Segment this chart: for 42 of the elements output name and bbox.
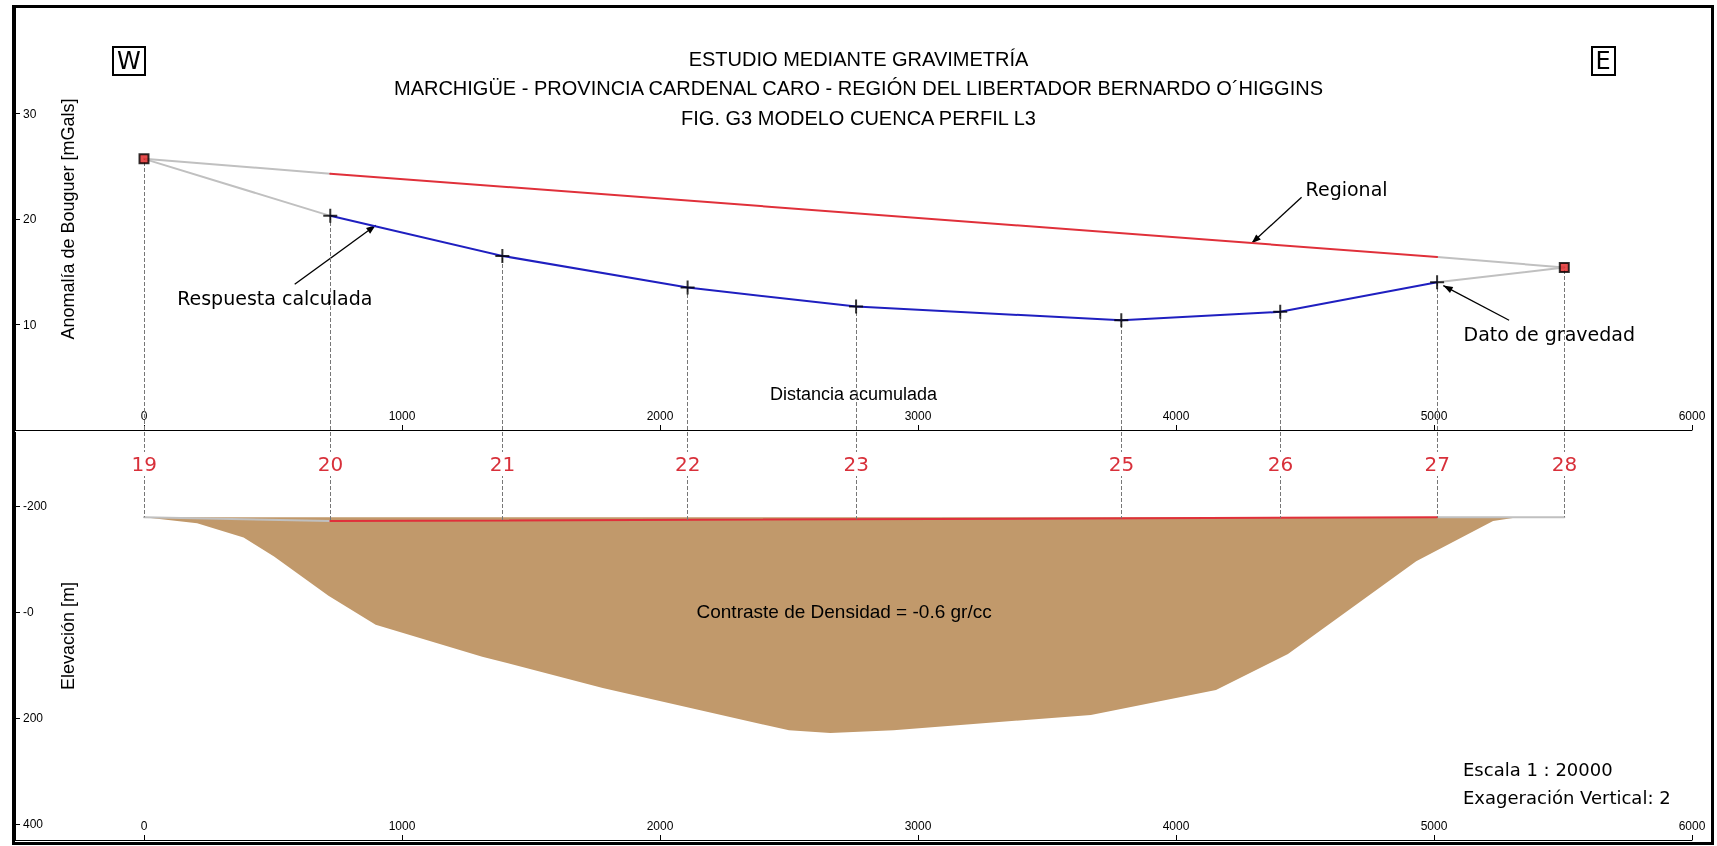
annotation: Escala 1 : 20000 [1463, 759, 1613, 781]
y-axis-title: Anomalía de Bouguer [mGals] [58, 98, 78, 340]
x-tick-label: 1000 [388, 409, 416, 423]
x-tick-label: 2000 [646, 819, 674, 833]
annotation: 19 [130, 451, 158, 476]
text: MARCHIGÜE - PROVINCIA CARDENAL CARO - REGIÓN DEL LIBERTADOR BERNARDO O´HIGGINS FIG. G3 MODELO CUENCA PERFIL L3 [393, 77, 1324, 129]
x-tick-label: 6000 [1678, 409, 1706, 423]
y-axis-title: Elevación [m] [58, 581, 78, 691]
x-tick-label: 3000 [904, 409, 932, 423]
annotation: E [1590, 46, 1616, 77]
x-tick-label: 5000 [1420, 409, 1448, 423]
y-tick-label: 400 [23, 817, 44, 832]
annotation: Regional [1305, 177, 1388, 201]
x-tick-label: 1000 [388, 819, 416, 833]
annotation: 28 [1550, 451, 1579, 476]
annotation: 23 [842, 451, 871, 476]
y-tick-label: 30 [23, 106, 37, 121]
annotation: Dato de gravedad [1463, 322, 1635, 346]
annotation: Exageración Vertical: 2 [1463, 787, 1671, 809]
annotation: 20 [316, 451, 345, 476]
x-tick-label: 2000 [646, 409, 674, 423]
y-tick-label: 200 [23, 711, 44, 726]
annotation: 22 [674, 451, 702, 476]
annotation: Respuesta calculada [177, 286, 373, 310]
annotation: 27 [1423, 451, 1452, 476]
y-tick-label: 10 [23, 317, 37, 332]
annotation: Contraste de Densidad = -0.6 gr/cc [696, 600, 992, 624]
y-tick-label: -200 [23, 499, 48, 514]
x-tick-label: 3000 [904, 819, 932, 833]
x-tick-label: 4000 [1162, 409, 1190, 423]
text: ESTUDIO MEDIANTE GRAVIMETRÍA [688, 48, 1029, 70]
x-tick-label: 5000 [1420, 819, 1448, 833]
x-tick-label: 0 [140, 819, 148, 833]
annotation: 26 [1266, 451, 1295, 476]
annotation: 21 [488, 451, 517, 476]
annotation: W [112, 46, 146, 77]
x-tick-label: 4000 [1162, 819, 1190, 833]
x-axis-title: Distancia acumulada [769, 384, 939, 404]
x-tick-label: 6000 [1678, 819, 1706, 833]
annotation: 25 [1107, 451, 1136, 476]
y-tick-label: 20 [23, 212, 37, 226]
y-tick-label: -0 [23, 605, 34, 620]
